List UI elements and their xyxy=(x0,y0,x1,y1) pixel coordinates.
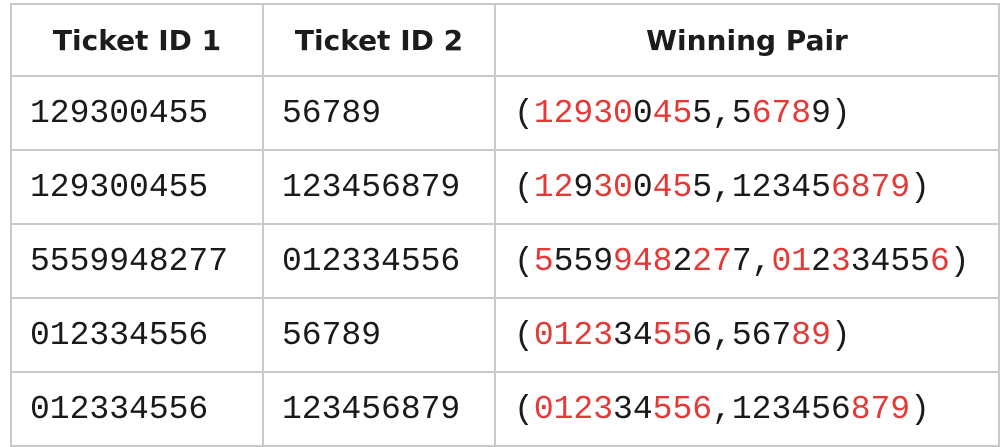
winning-pair-cell: (129300455,56789) xyxy=(494,75,1000,151)
ticket-id-1-cell: 129300455 xyxy=(10,149,264,225)
tickets-table-container: Ticket ID 1 Ticket ID 2 Winning Pair 129… xyxy=(10,3,1000,447)
plain-digits: ) xyxy=(910,168,930,206)
highlighted-digits: 12930 xyxy=(533,94,633,132)
column-header-winning-pair: Winning Pair xyxy=(494,3,1000,77)
plain-digits: 5,12345 xyxy=(692,168,831,206)
ticket-id-2-cell: 56789 xyxy=(262,297,496,373)
plain-digits: 0 xyxy=(632,94,653,132)
plain-digits: ,123456 xyxy=(712,390,851,428)
plain-digits: ) xyxy=(830,316,851,354)
plain-digits: ) xyxy=(910,390,930,428)
highlighted-digits: 0123 xyxy=(533,390,614,428)
ticket-id-2-cell: 56789 xyxy=(262,75,496,151)
highlighted-digits: 879 xyxy=(850,390,911,428)
ticket-id-1-cell: 5559948277 xyxy=(10,223,264,299)
plain-digits: 2 xyxy=(672,242,693,280)
table-row: 5559948277 012334556 (55599482277,01233455… xyxy=(10,223,1000,299)
table-row: 012334556 56789 (012334556,56789) xyxy=(10,297,1000,373)
ticket-id-2-cell: 123456879 xyxy=(262,371,496,447)
plain-digits: 7, xyxy=(731,242,772,280)
highlighted-digits: 55 xyxy=(652,316,693,354)
plain-digits: ( xyxy=(514,316,534,354)
table-row: 012334556 123456879 (012334556,123456879) xyxy=(10,371,1000,447)
plain-digits: 34 xyxy=(613,390,653,428)
plain-digits: 0 xyxy=(632,168,653,206)
ticket-id-1-cell: 012334556 xyxy=(10,371,264,447)
highlighted-digits: 678 xyxy=(751,94,812,132)
winning-pairs-table: Ticket ID 1 Ticket ID 2 Winning Pair 129… xyxy=(10,3,1000,447)
highlighted-digits: 6879 xyxy=(830,168,911,206)
plain-digits: ( xyxy=(514,390,534,428)
plain-digits: 6 xyxy=(692,316,713,354)
highlighted-digits: 5 xyxy=(533,242,554,280)
highlighted-digits: 01 xyxy=(771,242,812,280)
plain-digits: 9) xyxy=(811,94,851,132)
table-row: 129300455 56789 (129300455,56789) xyxy=(10,75,1000,151)
plain-digits: ( xyxy=(514,242,534,280)
ticket-id-1-cell: 012334556 xyxy=(10,297,264,373)
plain-digits: 2 xyxy=(811,242,831,280)
plain-digits: ) xyxy=(949,242,970,280)
plain-digits: ,567 xyxy=(712,316,792,354)
column-header-ticket-id-2: Ticket ID 2 xyxy=(262,3,496,77)
column-header-ticket-id-1: Ticket ID 1 xyxy=(10,3,264,77)
ticket-id-1-cell: 129300455 xyxy=(10,75,264,151)
plain-digits: ( xyxy=(514,94,534,132)
plain-digits: ( xyxy=(514,168,534,206)
ticket-id-2-cell: 123456879 xyxy=(262,149,496,225)
highlighted-digits: 12 xyxy=(533,168,574,206)
highlighted-digits: 45 xyxy=(652,94,693,132)
winning-pair-cell: (012334556,123456879) xyxy=(494,371,1000,447)
highlighted-digits: 45 xyxy=(652,168,693,206)
highlighted-digits: 27 xyxy=(692,242,732,280)
ticket-id-2-cell: 012334556 xyxy=(262,223,496,299)
highlighted-digits: 556 xyxy=(652,390,713,428)
table-row: 129300455 123456879 (129300455,123456879) xyxy=(10,149,1000,225)
highlighted-digits: 89 xyxy=(791,316,831,354)
highlighted-digits: 30 xyxy=(593,168,633,206)
highlighted-digits: 6 xyxy=(929,242,950,280)
plain-digits: 9 xyxy=(573,168,594,206)
winning-pair-cell: (55599482277,012334556) xyxy=(494,223,1000,299)
highlighted-digits: 948 xyxy=(613,242,673,280)
plain-digits: 34 xyxy=(613,316,653,354)
plain-digits: 5,5 xyxy=(692,94,752,132)
winning-pair-cell: (012334556,56789) xyxy=(494,297,1000,373)
header-row: Ticket ID 1 Ticket ID 2 Winning Pair xyxy=(10,3,1000,77)
plain-digits: 559 xyxy=(553,242,614,280)
winning-pair-cell: (129300455,123456879) xyxy=(494,149,1000,225)
highlighted-digits: 3 xyxy=(830,242,851,280)
plain-digits: 3455 xyxy=(850,242,930,280)
highlighted-digits: 0123 xyxy=(533,316,614,354)
